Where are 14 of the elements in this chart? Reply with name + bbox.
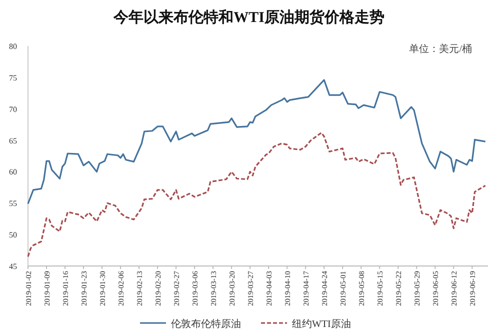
y-tick-label: 45 <box>9 262 17 271</box>
y-tick-label: 60 <box>9 168 17 177</box>
legend-label: 伦敦布伦特原油 <box>171 318 241 330</box>
y-tick-label: 80 <box>9 42 17 51</box>
line-series <box>27 79 486 205</box>
y-tick-label: 55 <box>9 199 17 208</box>
y-tick-label: 50 <box>9 230 17 240</box>
chart-title: 今年以来布伦特和WTI原油期货价格走势 <box>112 9 384 26</box>
y-tick-label: 65 <box>9 136 17 146</box>
y-tick-label: 75 <box>9 73 17 82</box>
y-tick-label: 70 <box>9 104 17 114</box>
annotation: 单位：美元/桶 <box>409 43 472 55</box>
line-series <box>27 132 486 258</box>
legend-label: 纽约WTI原油 <box>292 318 351 330</box>
